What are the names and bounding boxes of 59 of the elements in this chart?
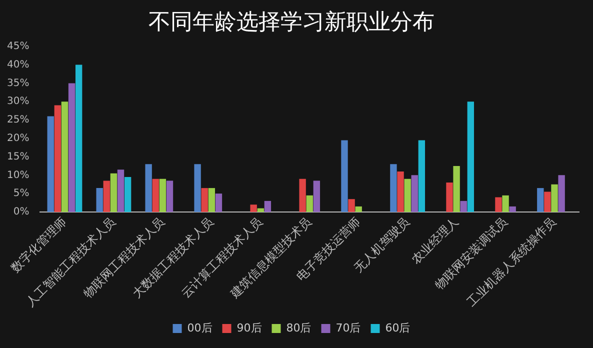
y-tick-label: 10% <box>6 170 30 181</box>
bar <box>264 200 272 212</box>
bar <box>495 197 502 212</box>
bar <box>411 175 418 212</box>
y-tick-label: 25% <box>6 114 30 126</box>
legend-label: 60后 <box>385 321 410 334</box>
bar <box>460 200 467 212</box>
bar <box>313 180 320 212</box>
bar <box>257 208 264 212</box>
bar <box>355 206 362 212</box>
bar <box>446 182 453 212</box>
bar <box>194 164 201 212</box>
bar <box>341 140 348 212</box>
legend-label: 90后 <box>236 321 262 334</box>
bar <box>201 188 208 212</box>
bar <box>250 204 257 212</box>
bar <box>404 178 411 212</box>
y-tick-label: 15% <box>6 151 30 162</box>
bar <box>299 178 306 212</box>
y-tick-label: 30% <box>6 96 30 108</box>
y-tick-label: 35% <box>6 78 30 89</box>
bar <box>551 184 558 212</box>
bar <box>467 102 474 212</box>
bar <box>502 195 509 212</box>
legend-label: 00后 <box>187 321 212 334</box>
bar <box>397 171 404 212</box>
bar <box>47 116 54 212</box>
bar <box>453 166 460 212</box>
y-tick-label: 45% <box>6 40 30 52</box>
bar <box>103 180 110 212</box>
y-tick-label: 0% <box>13 206 30 218</box>
bar <box>110 173 118 212</box>
bar <box>54 105 62 212</box>
bar <box>166 180 174 212</box>
bar <box>152 178 159 212</box>
y-tick-label: 40% <box>6 59 30 70</box>
bar <box>390 164 397 212</box>
bar <box>208 188 216 212</box>
bar <box>124 177 132 212</box>
y-tick-label: 20% <box>6 132 30 144</box>
y-tick-label: 5% <box>13 188 30 200</box>
bar <box>544 192 551 212</box>
bar <box>117 170 124 212</box>
bar <box>159 178 166 212</box>
legend-label: 70后 <box>336 321 361 334</box>
chart-title: 不同年龄选择学习新职业分布 <box>148 10 434 35</box>
bar <box>509 206 516 212</box>
bar <box>306 195 313 212</box>
bar <box>61 102 68 212</box>
bar <box>75 64 82 212</box>
bar <box>418 140 426 212</box>
legend-label: 80后 <box>286 321 312 334</box>
bar <box>215 194 222 212</box>
bar <box>537 188 544 212</box>
bar <box>96 188 103 212</box>
bar <box>68 83 76 212</box>
bar <box>348 199 355 212</box>
bar <box>145 164 152 212</box>
bar <box>558 175 565 212</box>
